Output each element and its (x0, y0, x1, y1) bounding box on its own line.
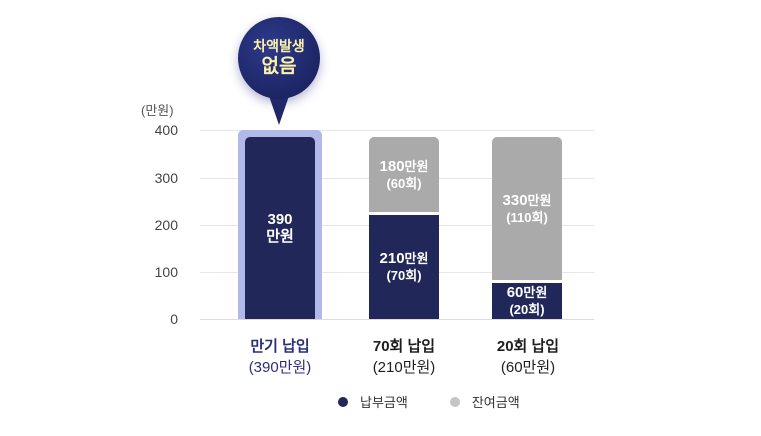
legend: 납부금액 잔여금액 (338, 392, 520, 411)
bar-20-remaining-value: 330 (502, 191, 528, 209)
bar-70-remaining: 180만원 (60회) (369, 137, 439, 212)
category-title: 70회 납입 (372, 338, 436, 355)
bar-70-remaining-count: (60회) (386, 175, 422, 191)
bar-maturity-paid: 390 만원 (245, 137, 315, 319)
bar-70-paid-count: (70회) (386, 268, 422, 283)
bar-20-paid-count: (20회) (509, 302, 545, 317)
bar-maturity-paid-value: 390 (267, 211, 293, 228)
x-axis-baseline (200, 319, 594, 320)
callout-pointer (269, 96, 289, 125)
bar-maturity-paid-unit: 만원 (266, 228, 294, 245)
bar-70-paid: 210만원 (70회) (369, 215, 439, 319)
callout-line1: 차액발생 (253, 38, 305, 54)
category-title: 만기 납입 (250, 338, 310, 355)
bar-20-paid-unit: 만원 (523, 285, 548, 300)
bar-20-paid: 60만원 (20회) (492, 283, 562, 319)
bar-20-remaining-unit: 만원 (527, 192, 552, 208)
y-axis-unit: (만원) (141, 103, 174, 118)
callout-bubble: 차액발생 없음 (238, 17, 320, 99)
callout-line2: 없음 (261, 56, 297, 77)
category-title: 20회 납입 (496, 338, 560, 355)
bar-20-remaining-count: (110회) (506, 209, 548, 225)
y-tick-300: 300 (154, 170, 178, 186)
bar-20-remaining: 330만원 (110회) (492, 137, 562, 280)
category-sub: (390만원) (248, 359, 312, 376)
category-label-20: 20회 납입 (60만원) (468, 336, 588, 378)
y-tick-100: 100 (154, 264, 178, 280)
bar-70-paid-unit: 만원 (404, 251, 429, 266)
legend-dot-remaining-icon (449, 396, 460, 407)
y-tick-200: 200 (154, 217, 178, 233)
category-label-maturity: 만기 납입 (390만원) (220, 336, 340, 378)
bar-70-remaining-value: 180 (379, 157, 405, 175)
legend-dot-paid-icon (338, 396, 348, 407)
legend-label-paid: 납부금액 (360, 395, 408, 410)
gridline-400 (200, 130, 594, 131)
category-sub: (210만원) (372, 359, 436, 376)
legend-label-remaining: 잔여금액 (471, 395, 520, 410)
bar-70-remaining-unit: 만원 (404, 158, 429, 174)
bar-70-paid-value: 210 (379, 250, 405, 267)
y-tick-400: 400 (154, 122, 178, 138)
y-tick-0: 0 (170, 311, 178, 327)
bar-20-paid-value: 60 (506, 284, 524, 301)
category-sub: (60만원) (500, 359, 556, 376)
category-label-70: 70회 납입 (210만원) (344, 336, 464, 378)
